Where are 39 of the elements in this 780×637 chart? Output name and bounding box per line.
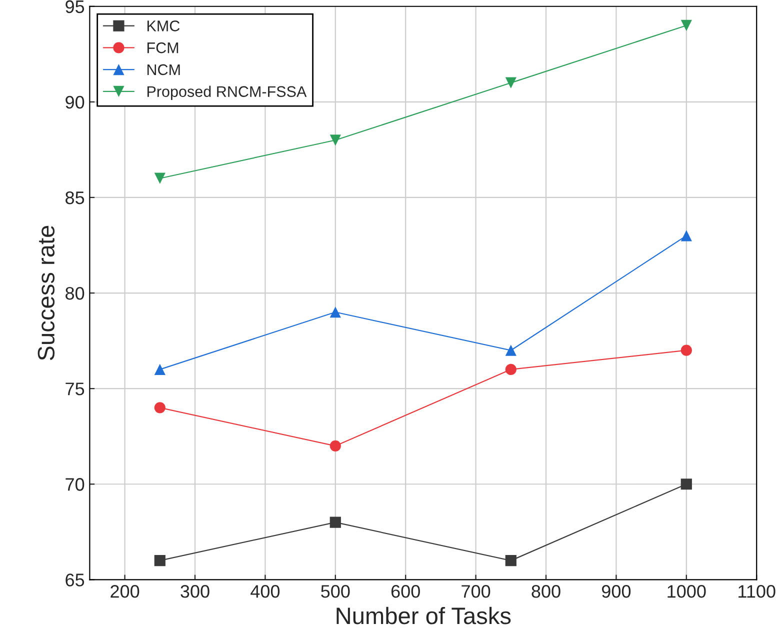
point: [680, 344, 692, 356]
legend-label: Proposed RNCM-FSSA: [147, 86, 307, 100]
y-axis-title: Success rate: [38, 226, 55, 360]
point: [154, 364, 166, 376]
x-tick-label: 1000: [668, 585, 706, 598]
x-tick-label: 300: [180, 585, 210, 598]
x-tick-label: 1100: [738, 585, 776, 598]
point: [680, 230, 692, 242]
point: [154, 555, 166, 566]
x-tick-label: 700: [462, 585, 490, 598]
point: [680, 478, 692, 490]
x-tick-label: 800: [532, 585, 560, 598]
x-tick-label: 600: [391, 585, 420, 598]
point: [505, 344, 516, 356]
legend-label: NCM: [147, 64, 180, 76]
x-tick-label: 500: [321, 585, 350, 598]
y-tick-label: 95: [66, 0, 84, 14]
y-tick-label: 70: [66, 478, 84, 491]
y-tick-label: 65: [66, 574, 84, 586]
point: [505, 364, 516, 376]
x-tick-label: 400: [250, 585, 280, 598]
point: [154, 172, 166, 184]
legend-label: KMC: [147, 20, 180, 32]
point: [505, 77, 516, 88]
y-tick-label: 75: [66, 382, 84, 396]
point: [330, 306, 341, 318]
y-tick-label: 80: [66, 286, 84, 300]
y-tick-label: 90: [66, 96, 84, 109]
x-tick-label: 900: [602, 585, 631, 598]
point: [505, 555, 516, 566]
point: [330, 134, 341, 146]
point: [330, 516, 341, 528]
point: [330, 440, 341, 452]
y-tick-label: 85: [66, 191, 84, 204]
point: [154, 402, 166, 414]
legend-label: FCM: [147, 42, 178, 54]
x-tick-label: 200: [110, 585, 140, 598]
x-axis-title: Number of Tasks: [336, 606, 511, 624]
point: [680, 20, 692, 32]
